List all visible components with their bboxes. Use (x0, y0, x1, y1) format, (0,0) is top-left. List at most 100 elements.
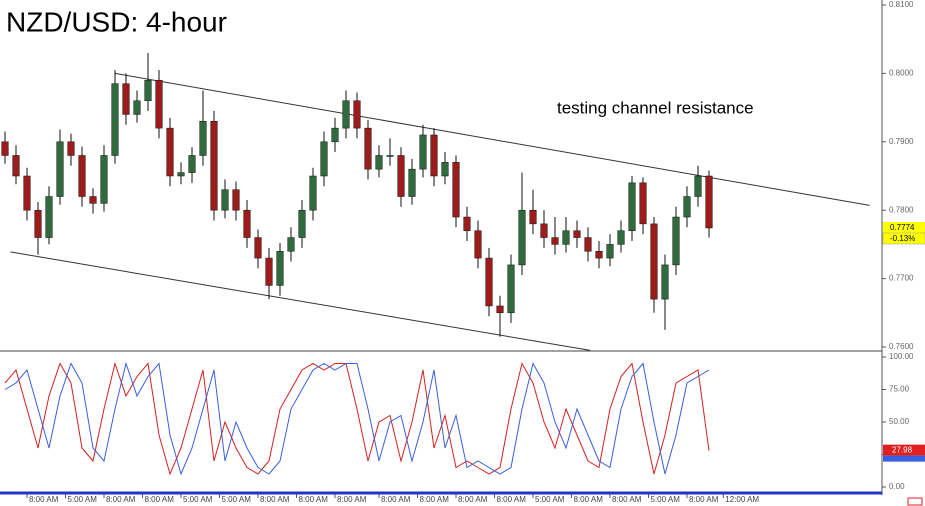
candle-body (595, 250, 603, 259)
candle-body (683, 196, 691, 218)
x-tick-label: 12:00 AM (725, 495, 759, 504)
candle-body (210, 121, 218, 211)
annotation: testing channel resistance (557, 98, 754, 117)
candle-body (111, 83, 119, 156)
candle-body (331, 127, 339, 143)
stoch-box (883, 444, 925, 456)
candle-body (12, 155, 20, 177)
x-tick-label: 8:00 AM (106, 495, 136, 504)
candle-body (397, 155, 405, 197)
change-label: -0.13% (890, 234, 915, 243)
candle-body (45, 196, 53, 238)
candle-body (375, 155, 383, 170)
candle-body (342, 100, 350, 129)
x-tick-label: 5:00 AM (535, 495, 565, 504)
candle-body (122, 83, 130, 115)
channel-line (114, 72, 870, 206)
x-tick-label: 8:00 AM (612, 495, 642, 504)
x-tick-label: 5:00 AM (651, 495, 681, 504)
candle-body (441, 162, 449, 177)
candle-body (474, 230, 482, 259)
candle-body (1, 141, 9, 156)
candle-body (672, 216, 680, 266)
x-tick-label: 5:00 AM (183, 495, 213, 504)
candle-body (221, 189, 229, 211)
candle-body (452, 162, 460, 218)
candle-body (177, 172, 185, 177)
y-tick-label: 100.00 (889, 352, 914, 361)
y-tick-label: 0.7600 (889, 342, 914, 351)
candle-body (133, 100, 141, 115)
candle-body (353, 100, 361, 129)
candle-body (485, 257, 493, 307)
x-tick-label: 8:00 AM (29, 495, 59, 504)
candle-body (276, 250, 284, 286)
candle-body (584, 237, 592, 252)
x-tick-label: 8:00 AM (458, 495, 488, 504)
candle-body (551, 237, 559, 245)
stoch-line (4, 361, 710, 476)
candle-body (144, 79, 152, 102)
candle-body (364, 127, 372, 170)
x-tick-label: 8:00 AM (689, 495, 719, 504)
candle-body (320, 141, 328, 177)
y-tick-label: 0.00 (889, 482, 905, 491)
x-tick-label: 8:00 AM (337, 495, 367, 504)
x-tick-label: 8:00 AM (145, 495, 175, 504)
candle-body (705, 175, 713, 229)
candle-body (34, 209, 42, 238)
y-tick-label: 0.8000 (889, 69, 914, 78)
candle-body (507, 264, 515, 314)
candle-body (518, 209, 526, 266)
x-tick-label: 8:00 AM (299, 495, 329, 504)
y-tick-label: 75.00 (889, 385, 910, 394)
x-tick-label: 8:00 AM (420, 495, 450, 504)
candle-body (496, 305, 504, 314)
scroll-button[interactable] (907, 497, 923, 506)
chart-title: NZD/USD: 4-hour (6, 6, 227, 37)
candle-body (166, 127, 174, 177)
candle-body (265, 257, 273, 286)
candle-body (540, 223, 548, 238)
stoch-label: 27.98 (892, 446, 913, 455)
y-tick-label: 0.8100 (889, 0, 914, 9)
channel-line (10, 251, 591, 351)
candle-body (430, 134, 438, 177)
candle-body (78, 155, 86, 197)
x-tick-label: 8:00 AM (260, 495, 290, 504)
candle-body (199, 121, 207, 156)
candle-body (529, 209, 537, 225)
candle-body (661, 264, 669, 300)
price-box (883, 221, 925, 233)
candle-body (309, 175, 317, 211)
x-tick-label: 5:00 AM (222, 495, 252, 504)
candle-body (573, 230, 581, 238)
x-tick-label: 8:00 AM (381, 495, 411, 504)
candle-body (617, 230, 625, 245)
y-tick-label: 0.7900 (889, 137, 914, 146)
candle-body (628, 182, 636, 231)
candle-body (408, 168, 416, 197)
candle-body (650, 223, 658, 300)
stoch-box-2 (883, 455, 925, 462)
y-tick-label: 0.7800 (889, 205, 914, 214)
candle-body (694, 175, 702, 197)
candle-body (89, 196, 97, 204)
candle-body (67, 141, 75, 156)
stoch-line (4, 361, 710, 476)
candle-body (606, 244, 614, 259)
candle-body (386, 155, 394, 157)
candle-body (298, 209, 306, 238)
change-box (882, 232, 925, 245)
candle-body (562, 230, 570, 245)
candle-body (639, 182, 647, 225)
candle-body (232, 189, 240, 211)
candle-body (100, 155, 108, 204)
y-tick-label: 0.7700 (889, 274, 914, 283)
candle-body (254, 237, 262, 259)
candle-body (463, 216, 471, 231)
x-tick-label: 8:00 AM (497, 495, 527, 504)
